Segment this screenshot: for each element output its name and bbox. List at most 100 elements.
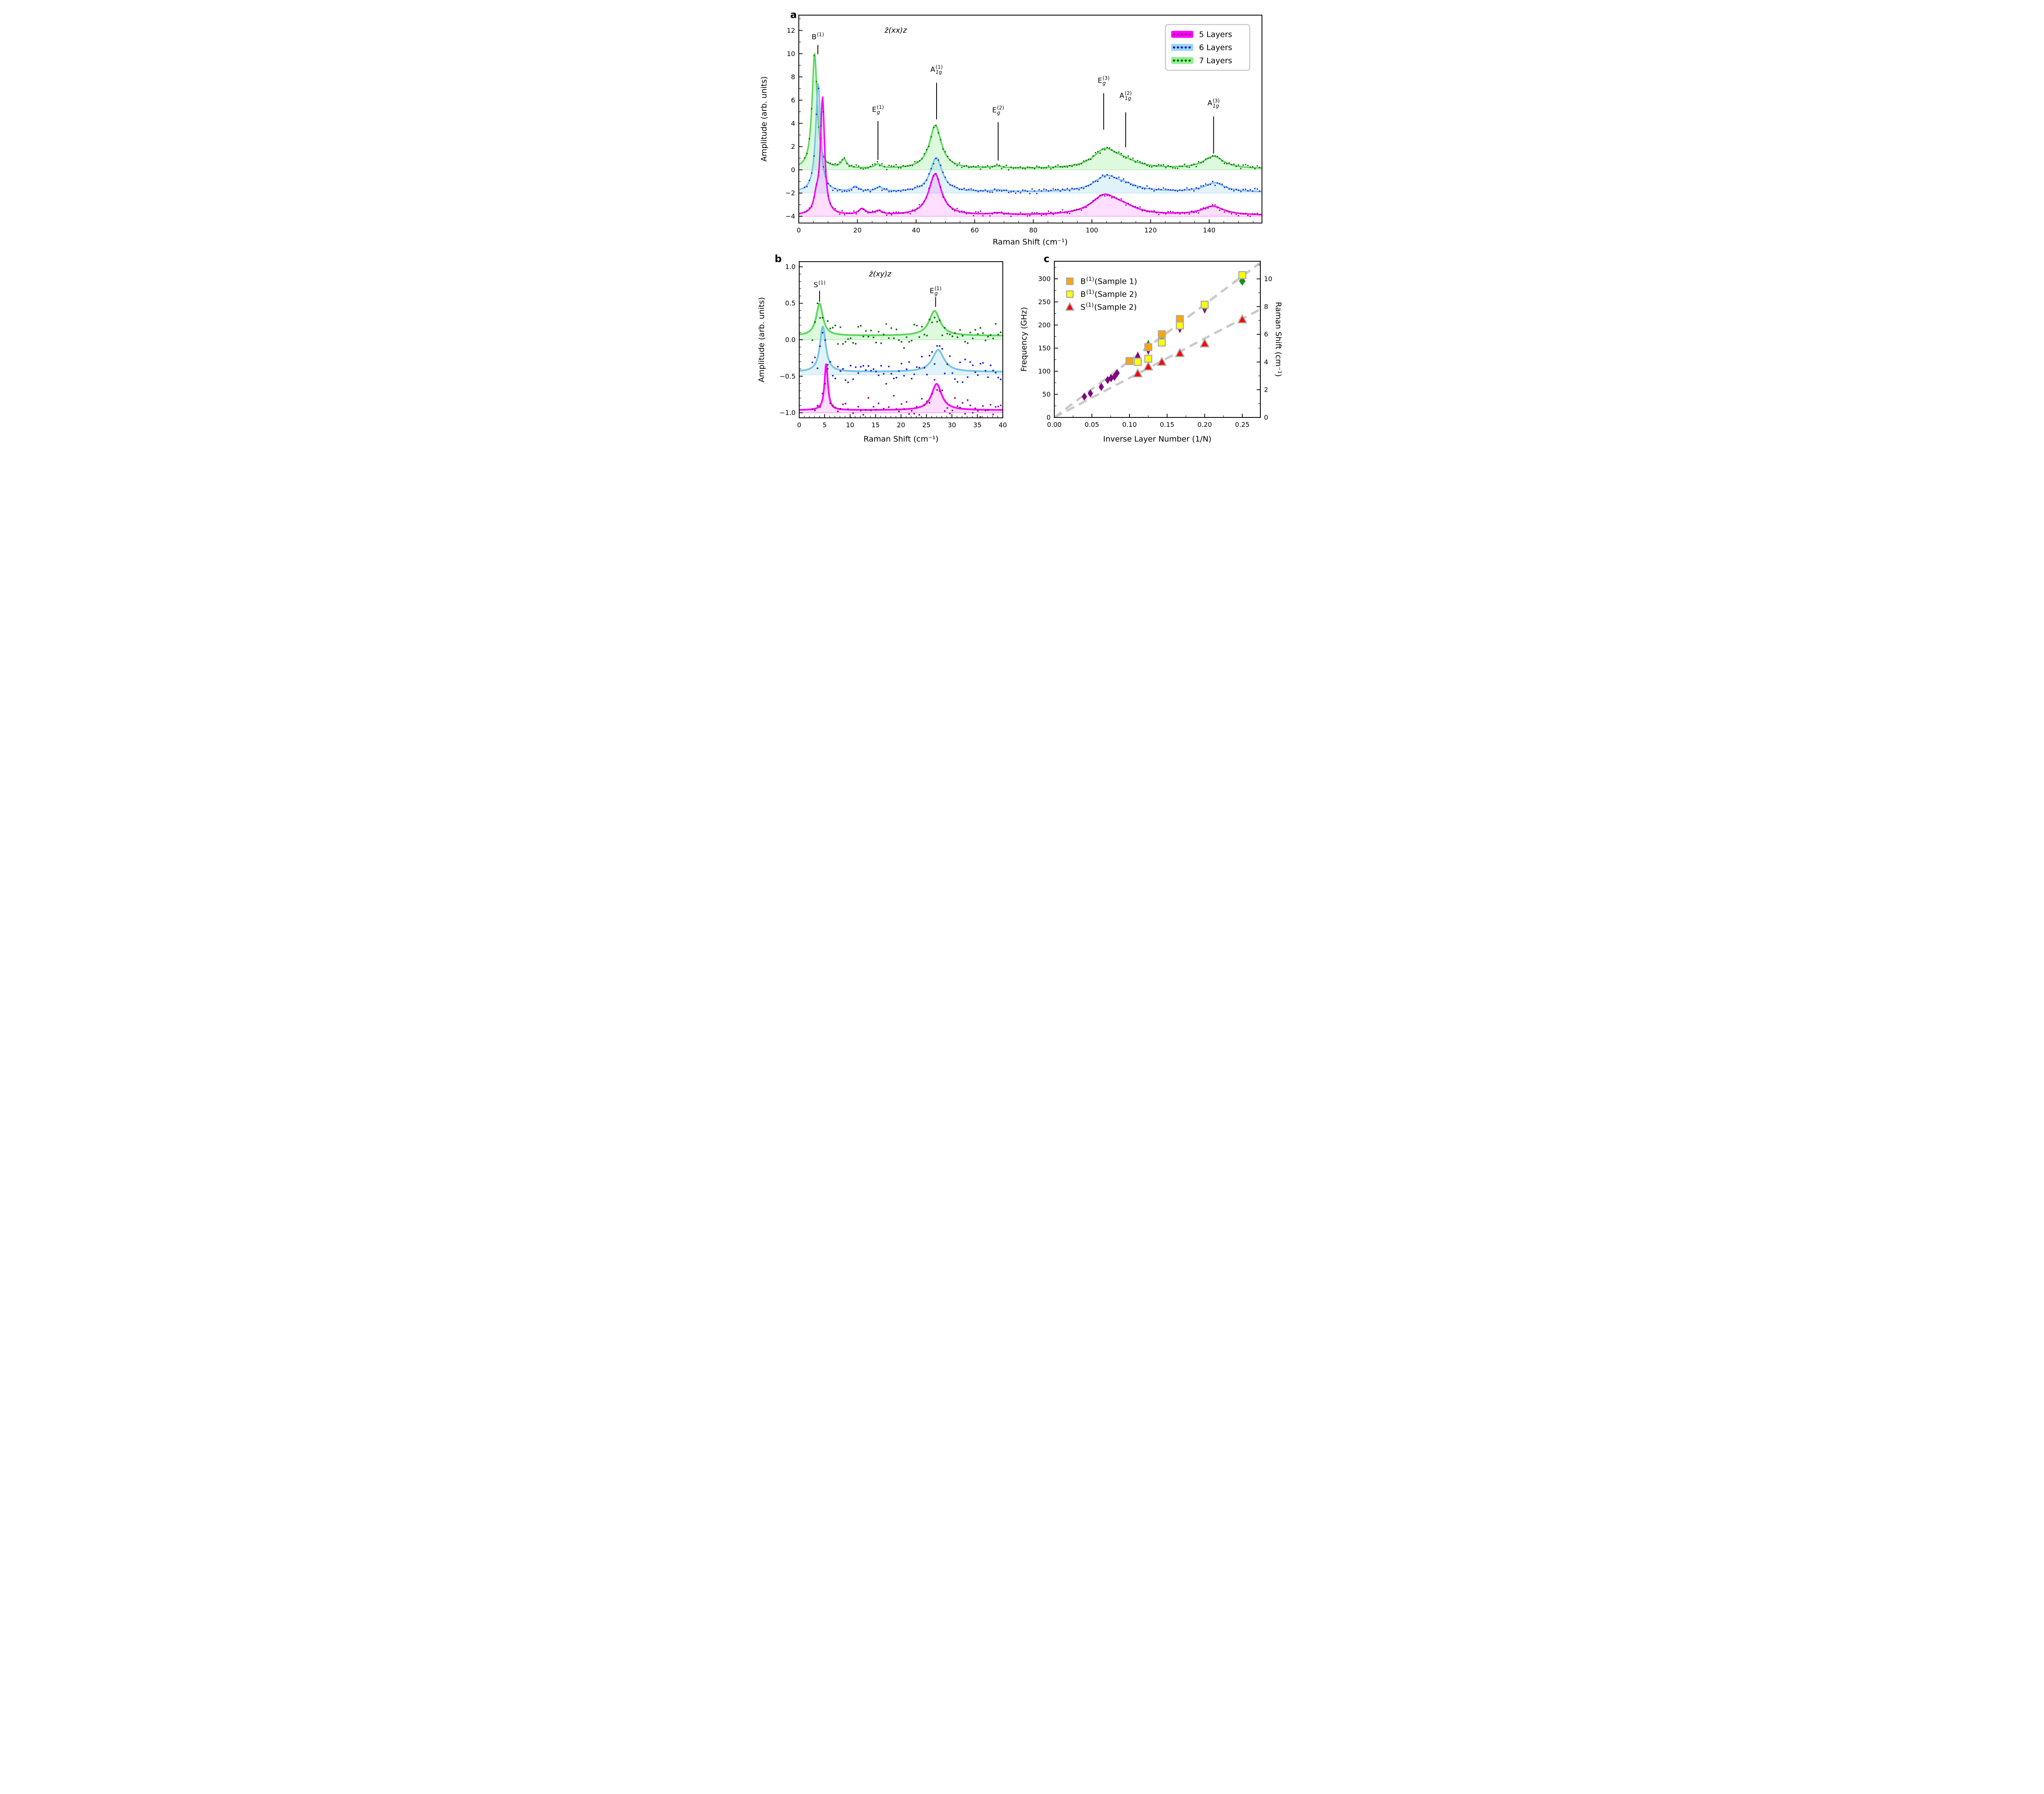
svg-text:(2): (2) [1125,90,1132,96]
panel-c-plot-area: 0.00 0.05 0.10 0.15 0.20 0.250501001502002503… [1038,261,1272,428]
tick-label: 6 [791,96,795,104]
data-point-marker [1158,339,1166,347]
tick-label: −1.0 [780,409,796,417]
tick-label: 35 [973,421,982,429]
data-point-marker [1238,271,1246,279]
svg-text:E: E [992,106,997,114]
tick-label: 4 [1264,358,1268,366]
panel-a-xlabel: Raman Shift (cm⁻¹) [993,238,1067,247]
tick-label: 120 [1144,226,1157,234]
data-point-marker [1156,357,1167,366]
x-ticks [1054,414,1243,417]
tick-label: 0 [1264,414,1268,422]
series-fit-curve [799,325,1003,372]
axes-frame [1054,261,1261,418]
series-B1-sample-1 [1125,315,1184,365]
panel-a-title: z̄(xx)z [884,26,907,35]
series-fill [799,83,1262,193]
panel-b: b 0 5 10 15 20 25 30 35 40−1.0−0.50.00.51.0S (1)E… [758,253,1007,444]
tick-label: 8 [791,73,795,81]
data-point-marker [1125,357,1134,365]
series-layer [799,302,1003,418]
legend-band-dot [1181,59,1183,62]
x-tick-labels: 0 20 40 60 80 100 120 140 [797,226,1215,234]
svg-text:(Sample 2): (Sample 2) [1094,303,1136,312]
legend-band-dot [1184,46,1187,49]
legend-item-label: 5 Layers [1199,30,1232,39]
tick-label: 150 [1038,344,1051,352]
data-point-marker [1176,315,1184,323]
series-layer [799,53,1262,217]
data-point-marker [1114,369,1120,377]
svg-text:(1): (1) [1086,276,1094,283]
series-5-layers [799,96,1262,217]
tick-label: 40 [912,226,920,234]
tick-label: 0.25 [1235,421,1250,428]
legend-item: S (1) (Sample 2) [1065,302,1137,312]
tick-label: 0 [791,166,795,174]
svg-text:S: S [814,281,818,289]
tick-label: 100 [1086,226,1098,234]
svg-text:(1): (1) [1086,289,1094,295]
x-tick-labels: 0 5 10 15 20 25 30 35 40 [797,421,1007,429]
tick-label: 300 [1038,275,1051,283]
data-point-marker [1201,300,1209,309]
tick-label: 6 [1264,330,1268,338]
trend-line [1054,308,1260,417]
y-tick-labels: −1.0 −0.5 0.0 0.5 1.0 [780,263,796,417]
svg-text:A: A [1208,99,1213,108]
legend-item-label: 6 Layers [1199,43,1232,52]
annotation-label: E (1)g [872,104,884,115]
panel-a-ylabel: Amplitude (arb. units) [760,76,769,162]
legend-band-dot [1177,33,1179,36]
scatter-layer [1054,262,1260,417]
legend-label: B (1) (Sample 2) [1080,289,1137,299]
svg-text:g: g [935,291,938,296]
series-purple-diamonds [1082,369,1120,401]
svg-text:B: B [1080,277,1086,286]
series-7-layers [799,53,1262,171]
svg-text:(Sample 1): (Sample 1) [1094,277,1137,286]
peak-annotations: B (1)E (1)gA (1)1gE (2)gE (3)gA (2)1gA (3)1g [812,32,1220,161]
data-point-marker [1144,354,1152,363]
series-data-points [804,87,1260,195]
series-purple-triangle-up [1135,351,1141,358]
series-data-points [811,302,1002,349]
series-data-points [811,332,1002,385]
trend-line [1054,262,1260,417]
tick-label: 30 [948,421,956,429]
tick-label: 80 [1029,226,1037,234]
y-tick-labels: −4 −2 0 2 4 6 8 10 12 [785,27,795,220]
legend-label: B (1) (Sample 1) [1080,276,1137,286]
data-point-marker [1144,343,1152,351]
panel-c-letter: c [1044,253,1049,265]
axes-frame [798,15,1262,224]
series-6-layers [799,325,1003,385]
svg-text:(3): (3) [1213,98,1219,104]
legend-band-dot [1181,33,1183,36]
panel-c: c 0.00 0.05 0.10 0.15 0.20 0.2505010015020025… [1020,253,1283,444]
svg-text:g: g [997,110,1000,116]
tick-label: 8 [1264,303,1268,310]
data-point-marker [1133,368,1143,378]
panel-b-title: z̄(xy)z [869,270,892,278]
legend-band-dot [1173,33,1175,36]
tick-label: 0.15 [1160,421,1174,428]
svg-text:(1): (1) [818,280,825,285]
legend-item: B (1) (Sample 2) [1066,289,1137,299]
figure: a 0 20 40 60 80 100 120 140 −4 −2 0 2 4 6 8 10 12 B (1) E (1… [758,0,1286,448]
tick-label: 0.00 [1047,421,1062,428]
data-point-marker [1066,277,1074,285]
tick-label: 0.0 [785,336,796,344]
y-ticks-left [1054,267,1058,418]
annotation-label: A (2)1g [1120,90,1132,101]
svg-text:(2): (2) [997,105,1004,111]
series-fit-curve [799,303,1003,336]
svg-text:(3): (3) [1103,75,1109,81]
data-point-marker [1082,392,1087,401]
series-6-layers [799,83,1262,195]
annotation-label: E (1)g [930,286,941,296]
y-tick-labels-left: 0 50 100 150 200 250 300 [1038,275,1051,421]
legend-band-dot [1173,59,1175,62]
